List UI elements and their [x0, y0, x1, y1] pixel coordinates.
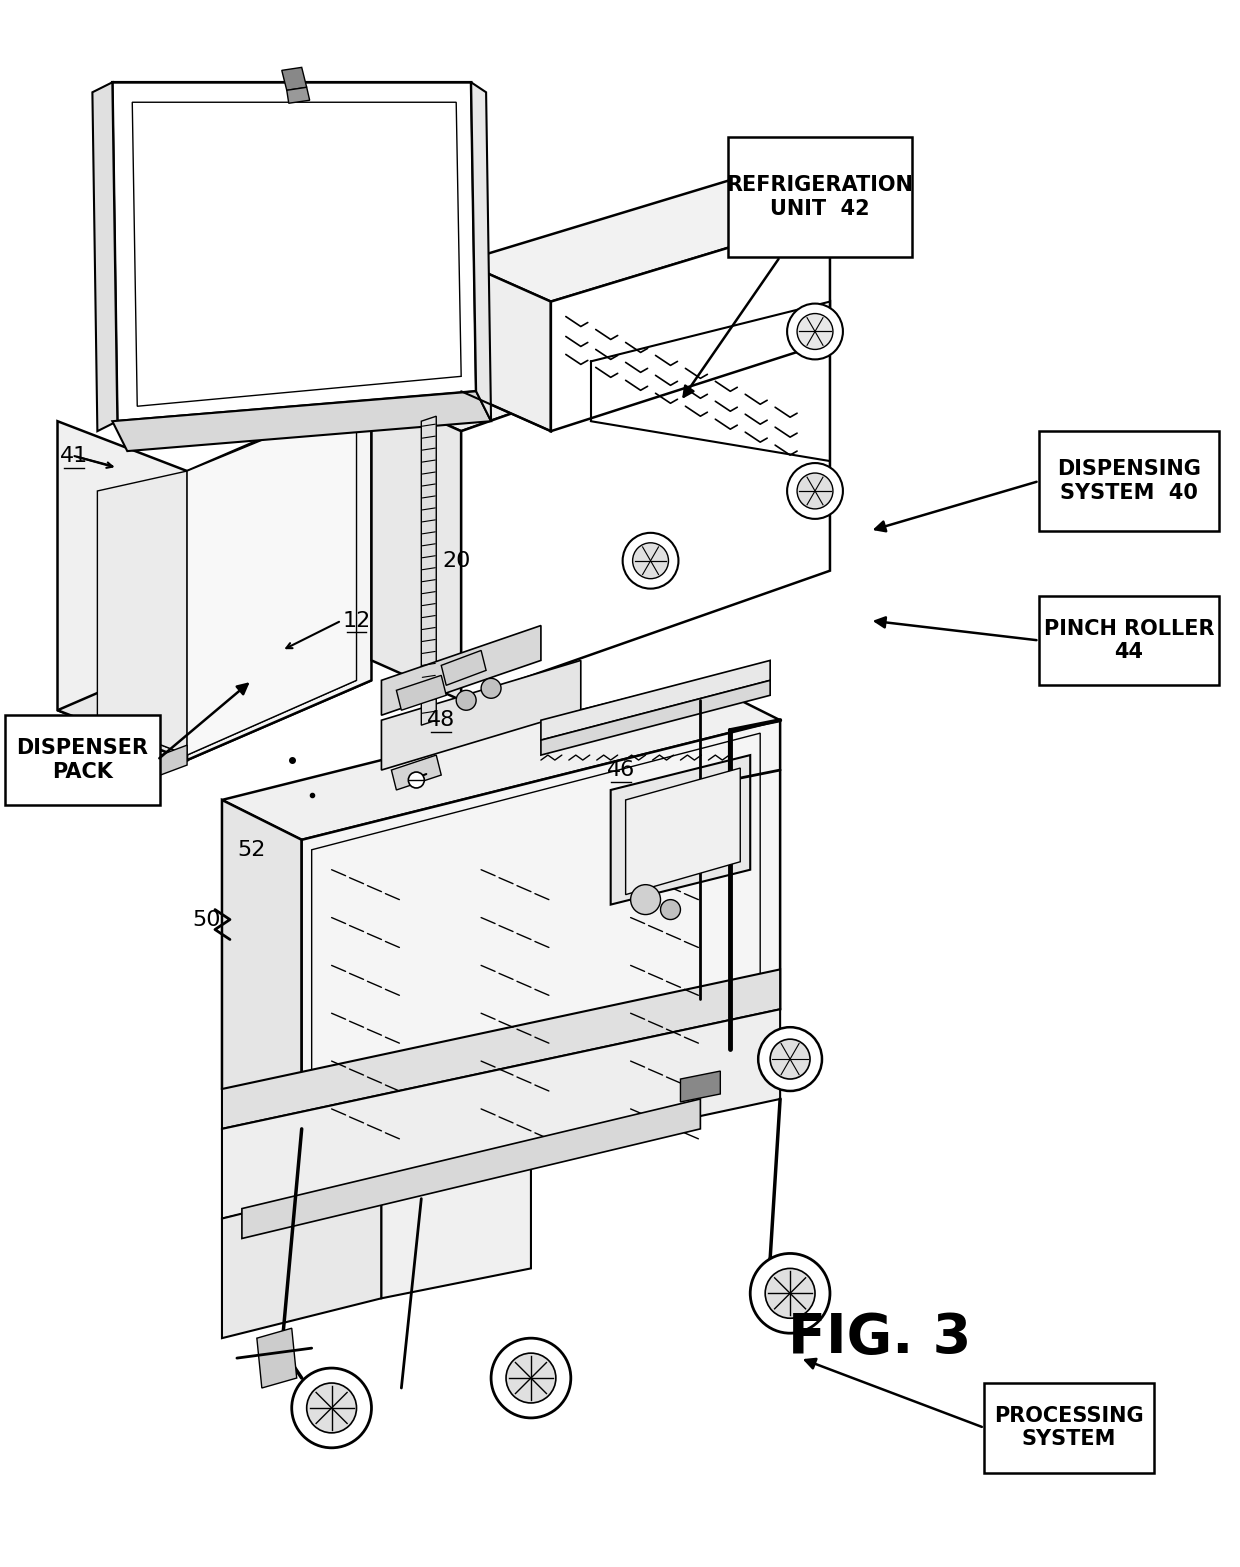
Circle shape	[291, 1368, 372, 1448]
Polygon shape	[471, 83, 491, 422]
Text: REFRIGERATION
UNIT  42: REFRIGERATION UNIT 42	[727, 176, 914, 218]
Polygon shape	[441, 650, 486, 685]
Polygon shape	[57, 630, 372, 760]
Text: 20: 20	[441, 550, 470, 570]
Polygon shape	[461, 301, 830, 700]
Text: 41: 41	[61, 447, 88, 465]
Polygon shape	[113, 83, 476, 422]
Polygon shape	[372, 262, 830, 431]
Bar	[5, 715, 160, 805]
Circle shape	[306, 1384, 357, 1432]
Text: 12: 12	[342, 611, 371, 630]
Circle shape	[797, 473, 833, 509]
Polygon shape	[222, 1178, 382, 1338]
Bar	[985, 1384, 1154, 1473]
Circle shape	[797, 313, 833, 349]
Circle shape	[481, 679, 501, 699]
Bar	[1039, 595, 1219, 685]
Polygon shape	[257, 1329, 296, 1388]
Polygon shape	[242, 1098, 701, 1238]
Polygon shape	[681, 1072, 720, 1102]
Text: 46: 46	[606, 760, 635, 780]
Text: 48: 48	[427, 710, 455, 730]
Text: PINCH ROLLER
44: PINCH ROLLER 44	[1044, 619, 1214, 663]
Polygon shape	[461, 177, 830, 301]
Polygon shape	[187, 401, 357, 755]
Polygon shape	[222, 799, 301, 1128]
Bar	[1039, 431, 1219, 531]
Circle shape	[758, 1028, 822, 1091]
Circle shape	[632, 542, 668, 578]
Polygon shape	[93, 83, 118, 431]
Circle shape	[456, 691, 476, 710]
Circle shape	[622, 533, 678, 589]
Text: 52: 52	[238, 840, 267, 860]
Polygon shape	[626, 768, 740, 895]
Polygon shape	[57, 422, 187, 760]
Polygon shape	[222, 680, 780, 840]
Circle shape	[491, 1338, 570, 1418]
Polygon shape	[422, 417, 436, 726]
Polygon shape	[382, 625, 541, 715]
Circle shape	[631, 885, 661, 915]
Polygon shape	[610, 755, 750, 904]
Text: 50: 50	[192, 909, 221, 929]
Polygon shape	[461, 262, 551, 431]
Polygon shape	[551, 216, 830, 431]
Polygon shape	[148, 746, 187, 780]
Polygon shape	[286, 88, 310, 103]
Circle shape	[787, 464, 843, 519]
Polygon shape	[301, 721, 780, 1128]
Polygon shape	[382, 1149, 531, 1299]
Polygon shape	[281, 67, 306, 91]
Polygon shape	[113, 392, 491, 451]
Polygon shape	[382, 660, 580, 769]
Bar	[728, 138, 913, 257]
Polygon shape	[372, 392, 461, 700]
Circle shape	[787, 304, 843, 359]
Polygon shape	[98, 472, 187, 755]
Polygon shape	[397, 675, 446, 710]
Circle shape	[765, 1268, 815, 1318]
Circle shape	[408, 773, 424, 788]
Polygon shape	[541, 680, 770, 755]
Text: FIG. 3: FIG. 3	[789, 1312, 971, 1365]
Text: DISPENSER
PACK: DISPENSER PACK	[16, 738, 149, 782]
Polygon shape	[187, 392, 372, 760]
Circle shape	[506, 1354, 556, 1402]
Circle shape	[770, 1039, 810, 1080]
Text: PROCESSING
SYSTEM: PROCESSING SYSTEM	[994, 1406, 1145, 1449]
Circle shape	[661, 899, 681, 920]
Polygon shape	[103, 740, 148, 780]
Polygon shape	[392, 755, 441, 790]
Polygon shape	[541, 660, 770, 740]
Polygon shape	[133, 102, 461, 406]
Polygon shape	[98, 646, 357, 755]
Text: DISPENSING
SYSTEM  40: DISPENSING SYSTEM 40	[1056, 459, 1200, 503]
Polygon shape	[222, 1009, 780, 1219]
Circle shape	[750, 1254, 830, 1334]
Polygon shape	[222, 970, 780, 1128]
